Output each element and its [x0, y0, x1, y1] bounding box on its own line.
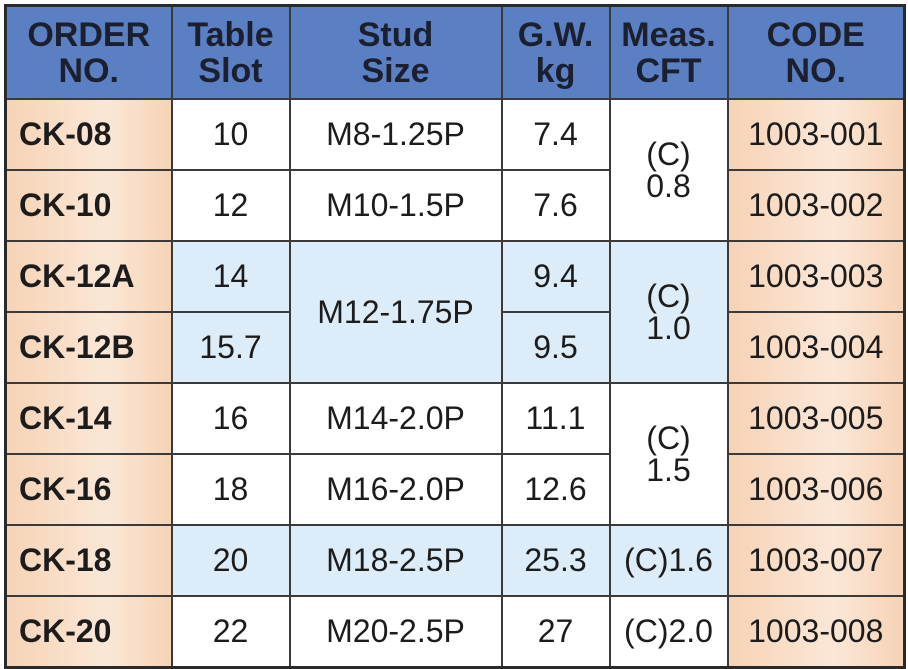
stud-size: M18-2.5P [288, 524, 503, 597]
table-slot: 22 [170, 595, 291, 669]
header-cell: ORDER NO. [4, 4, 173, 100]
header-cell: G.W. kg [500, 4, 611, 100]
order-no: CK-18 [4, 524, 173, 597]
row: CK-18 20 M18-2.5P 25.3 (C)1.6 1003-007 [4, 524, 906, 597]
code: 1003-003 [726, 240, 906, 313]
measure-line: 1.0 [646, 310, 691, 346]
row: CK-14 16 M14-2.0P 11.1 (C) 1.5 1003-005 [4, 382, 906, 526]
weight: 9.4 [500, 240, 611, 313]
row: CK-20 22 M20-2.5P 27 (C)2.0 1003-008 [4, 595, 906, 669]
measure: (C) 0.8 [608, 98, 729, 242]
header-cell: CODE NO. [726, 4, 906, 100]
code: 1003-004 [726, 311, 906, 384]
measure-line: 1.5 [646, 452, 691, 488]
weight: 7.6 [500, 169, 611, 242]
order-no: CK-12A [4, 240, 173, 313]
order-no: CK-14 [4, 382, 173, 455]
weight: 11.1 [500, 382, 611, 455]
weight: 27 [500, 595, 611, 669]
header-line: Slot [198, 51, 263, 90]
order-no: CK-12B [4, 311, 173, 384]
header-cell: Stud Size [288, 4, 503, 100]
weight: 7.4 [500, 98, 611, 171]
code: 1003-002 [726, 169, 906, 242]
table-slot: 10 [170, 98, 291, 171]
measure-line: (C) [646, 278, 691, 314]
table-slot: 15.7 [170, 311, 291, 384]
stud-size: M14-2.0P [288, 382, 503, 455]
header-cell: Meas. CFT [608, 4, 729, 100]
order-no: CK-08 [4, 98, 173, 171]
header-line: G.W. [517, 15, 594, 54]
header-line: CFT [635, 51, 702, 90]
row: CK-10 12 M10-1.5P 7.6 1003-002 [4, 169, 906, 242]
row: CK-12B 15.7 9.5 1003-004 [4, 311, 906, 384]
header-line: kg [535, 51, 576, 90]
order-no: CK-20 [4, 595, 173, 669]
weight: 25.3 [500, 524, 611, 597]
order-no: CK-16 [4, 453, 173, 526]
stud-size: M12-1.75P [288, 240, 503, 384]
code: 1003-005 [726, 382, 906, 455]
measure: (C)2.0 [608, 595, 729, 669]
code: 1003-008 [726, 595, 906, 669]
stud-size: M10-1.5P [288, 169, 503, 242]
row: CK-08 10 M8-1.25P 7.4 (C) 0.8 1003-001 [4, 98, 906, 242]
spec-table: ORDER NO. Table Slot Stud Size G.W. kg Meas.… [4, 4, 906, 669]
table-slot: 16 [170, 382, 291, 455]
weight: 12.6 [500, 453, 611, 526]
code: 1003-006 [726, 453, 906, 526]
measure-line: (C) [646, 420, 691, 456]
measure-line: (C) [646, 136, 691, 172]
row: CK-12A 14 M12-1.75P 9.4 (C) 1.0 1003-003 [4, 240, 906, 384]
weight: 9.5 [500, 311, 611, 384]
header-row: ORDER NO. Table Slot Stud Size G.W. kg Meas.… [4, 4, 906, 100]
stud-size: M16-2.0P [288, 453, 503, 526]
header-line: CODE [766, 15, 865, 54]
stud-size: M8-1.25P [288, 98, 503, 171]
header-line: NO. [58, 51, 119, 90]
header-line: NO. [785, 51, 846, 90]
measure: (C)1.6 [608, 524, 729, 597]
table-slot: 18 [170, 453, 291, 526]
header-line: Size [361, 51, 430, 90]
table-slot: 20 [170, 524, 291, 597]
measure: (C) 1.0 [608, 240, 729, 384]
stud-size: M20-2.5P [288, 595, 503, 669]
header-line: Meas. [621, 15, 716, 54]
header-line: Stud [357, 15, 434, 54]
table-slot: 12 [170, 169, 291, 242]
header-line: ORDER [27, 15, 151, 54]
code: 1003-001 [726, 98, 906, 171]
header-line: Table [187, 15, 274, 54]
measure: (C) 1.5 [608, 382, 729, 526]
header-cell: Table Slot [170, 4, 291, 100]
row: CK-16 18 M16-2.0P 12.6 1003-006 [4, 453, 906, 526]
table-slot: 14 [170, 240, 291, 313]
order-no: CK-10 [4, 169, 173, 242]
measure-line: 0.8 [646, 168, 691, 204]
code: 1003-007 [726, 524, 906, 597]
